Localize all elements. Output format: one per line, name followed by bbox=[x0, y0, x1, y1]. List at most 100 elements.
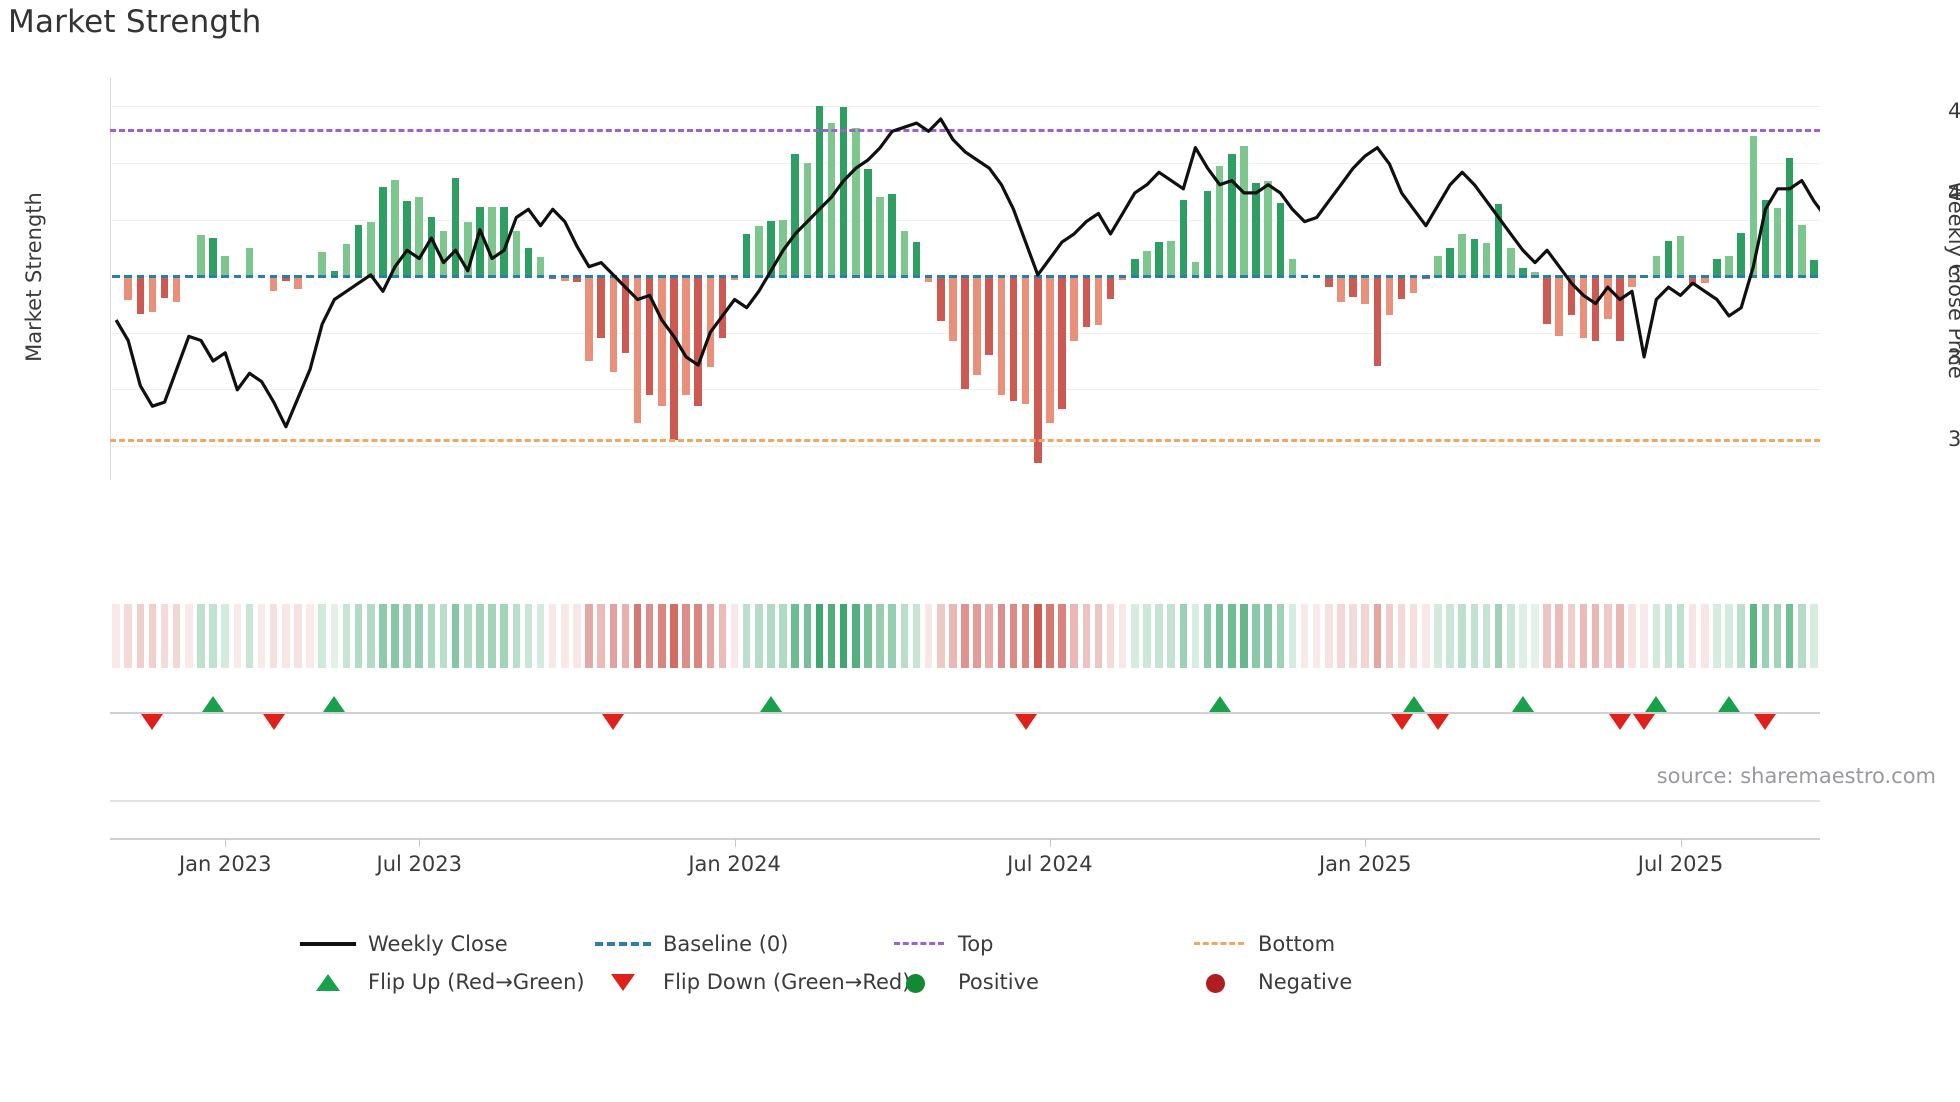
baseline-segment bbox=[1798, 275, 1806, 279]
baseline-segment bbox=[185, 275, 193, 279]
baseline-segment bbox=[1543, 275, 1551, 279]
baseline-segment bbox=[949, 275, 957, 279]
flip-down-marker-icon bbox=[1426, 714, 1449, 730]
legend-item-label: Negative bbox=[1258, 970, 1353, 994]
baseline-segment bbox=[548, 275, 557, 279]
legend-item[interactable]: Negative bbox=[1190, 963, 1352, 1001]
bar-positive bbox=[1191, 262, 1200, 277]
bar-negative bbox=[136, 276, 145, 314]
heatmap-cell bbox=[1567, 604, 1576, 668]
y-tick-label-right: 40.00 bbox=[1948, 180, 1960, 205]
baseline-segment bbox=[864, 275, 872, 279]
baseline-segment bbox=[791, 275, 799, 279]
baseline-segment bbox=[1482, 275, 1491, 279]
y-axis-spine bbox=[110, 78, 111, 480]
bar-positive bbox=[1143, 250, 1151, 277]
flip-down-marker-icon bbox=[1390, 714, 1413, 730]
heatmap-cell bbox=[1531, 604, 1539, 668]
heatmap-cell bbox=[912, 604, 921, 668]
baseline-segment bbox=[1713, 275, 1721, 279]
legend-item[interactable]: Weekly Close bbox=[300, 925, 508, 963]
bar-positive bbox=[476, 207, 484, 277]
baseline-segment bbox=[439, 275, 448, 279]
bar-negative bbox=[148, 276, 157, 312]
baseline-segment bbox=[488, 275, 496, 279]
heatmap-cell bbox=[730, 604, 739, 668]
legend-item-label: Top bbox=[958, 932, 994, 956]
bar-positive bbox=[1155, 242, 1163, 277]
bar-negative bbox=[718, 276, 727, 339]
legend-swatch bbox=[300, 971, 356, 993]
bar-negative bbox=[1058, 276, 1066, 410]
y-tick-label-right: 34.00 bbox=[1948, 426, 1960, 451]
dashed-line-icon bbox=[894, 942, 944, 945]
baseline-segment bbox=[1337, 275, 1345, 279]
baseline-segment bbox=[476, 275, 484, 279]
legend-item[interactable]: Positive bbox=[890, 963, 1039, 1001]
heatmap-cell bbox=[1215, 604, 1224, 668]
heatmap-cell bbox=[354, 604, 363, 668]
heatmap-cell bbox=[633, 604, 642, 668]
heatmap-cell bbox=[1240, 604, 1248, 668]
heatmap-cell bbox=[1785, 604, 1794, 668]
heatmap-cell bbox=[112, 604, 120, 668]
bar-positive bbox=[839, 107, 848, 277]
heatmap-cell bbox=[621, 604, 630, 668]
heatmap-cell bbox=[512, 604, 521, 668]
bar-positive bbox=[791, 154, 799, 277]
bar-positive bbox=[1482, 243, 1491, 277]
heatmap-cell bbox=[839, 604, 848, 668]
baseline-segment bbox=[1567, 275, 1576, 279]
baseline-segment bbox=[561, 275, 569, 279]
legend-item[interactable]: Bottom bbox=[1190, 925, 1335, 963]
heatmap-cell bbox=[1725, 604, 1733, 668]
baseline-segment bbox=[209, 275, 217, 279]
baseline-segment bbox=[1276, 275, 1285, 279]
baseline-segment bbox=[1494, 275, 1503, 279]
weekly-close-polyline bbox=[116, 119, 1820, 427]
bar-positive bbox=[1773, 208, 1782, 277]
heatmap-cell bbox=[791, 604, 799, 668]
bar-negative bbox=[561, 276, 569, 281]
baseline-segment bbox=[1106, 275, 1115, 279]
baseline-segment bbox=[936, 275, 945, 279]
bar-positive bbox=[354, 224, 363, 277]
heatmap-cell bbox=[1798, 604, 1806, 668]
heatmap-cell bbox=[233, 604, 242, 668]
heatmap-cell bbox=[1228, 604, 1236, 668]
heatmap-cell bbox=[1446, 604, 1454, 668]
heatmap-cell bbox=[1409, 604, 1418, 668]
baseline-segment bbox=[755, 275, 763, 279]
legend-item[interactable]: Baseline (0) bbox=[595, 925, 788, 963]
baseline-segment bbox=[148, 275, 157, 279]
flip-up-marker-icon bbox=[1402, 696, 1425, 712]
bar-positive bbox=[1458, 233, 1466, 277]
heatmap-cell bbox=[1118, 604, 1127, 668]
bar-negative bbox=[172, 276, 181, 303]
heatmap-cell bbox=[172, 604, 181, 668]
heatmap-cell bbox=[282, 604, 290, 668]
bar-negative bbox=[1034, 276, 1042, 463]
bar-positive bbox=[1276, 202, 1285, 277]
legend-item[interactable]: Top bbox=[890, 925, 993, 963]
circle-icon bbox=[1206, 974, 1225, 993]
baseline-segment bbox=[112, 275, 120, 279]
y-tick-label-right: 38.00 bbox=[1948, 262, 1960, 287]
baseline-segment bbox=[1143, 275, 1151, 279]
legend-item-label: Bottom bbox=[1258, 932, 1336, 956]
flip-down-marker-icon bbox=[1608, 714, 1631, 730]
heatmap-cell bbox=[1494, 604, 1503, 668]
baseline-segment bbox=[1094, 275, 1103, 279]
legend-item-label: Weekly Close bbox=[368, 932, 508, 956]
legend-item[interactable]: Flip Up (Red→Green) bbox=[300, 963, 585, 1001]
baseline-segment bbox=[1361, 275, 1369, 279]
heatmap-cell bbox=[718, 604, 727, 668]
bar-positive bbox=[767, 221, 775, 277]
heatmap-cell bbox=[548, 604, 557, 668]
bar-positive bbox=[1167, 241, 1175, 277]
bar-negative bbox=[694, 276, 702, 407]
legend-item[interactable]: Flip Down (Green→Red) bbox=[595, 963, 910, 1001]
flip-up-marker-icon bbox=[1718, 696, 1741, 712]
bar-positive bbox=[1288, 259, 1297, 277]
baseline-segment bbox=[318, 275, 326, 279]
